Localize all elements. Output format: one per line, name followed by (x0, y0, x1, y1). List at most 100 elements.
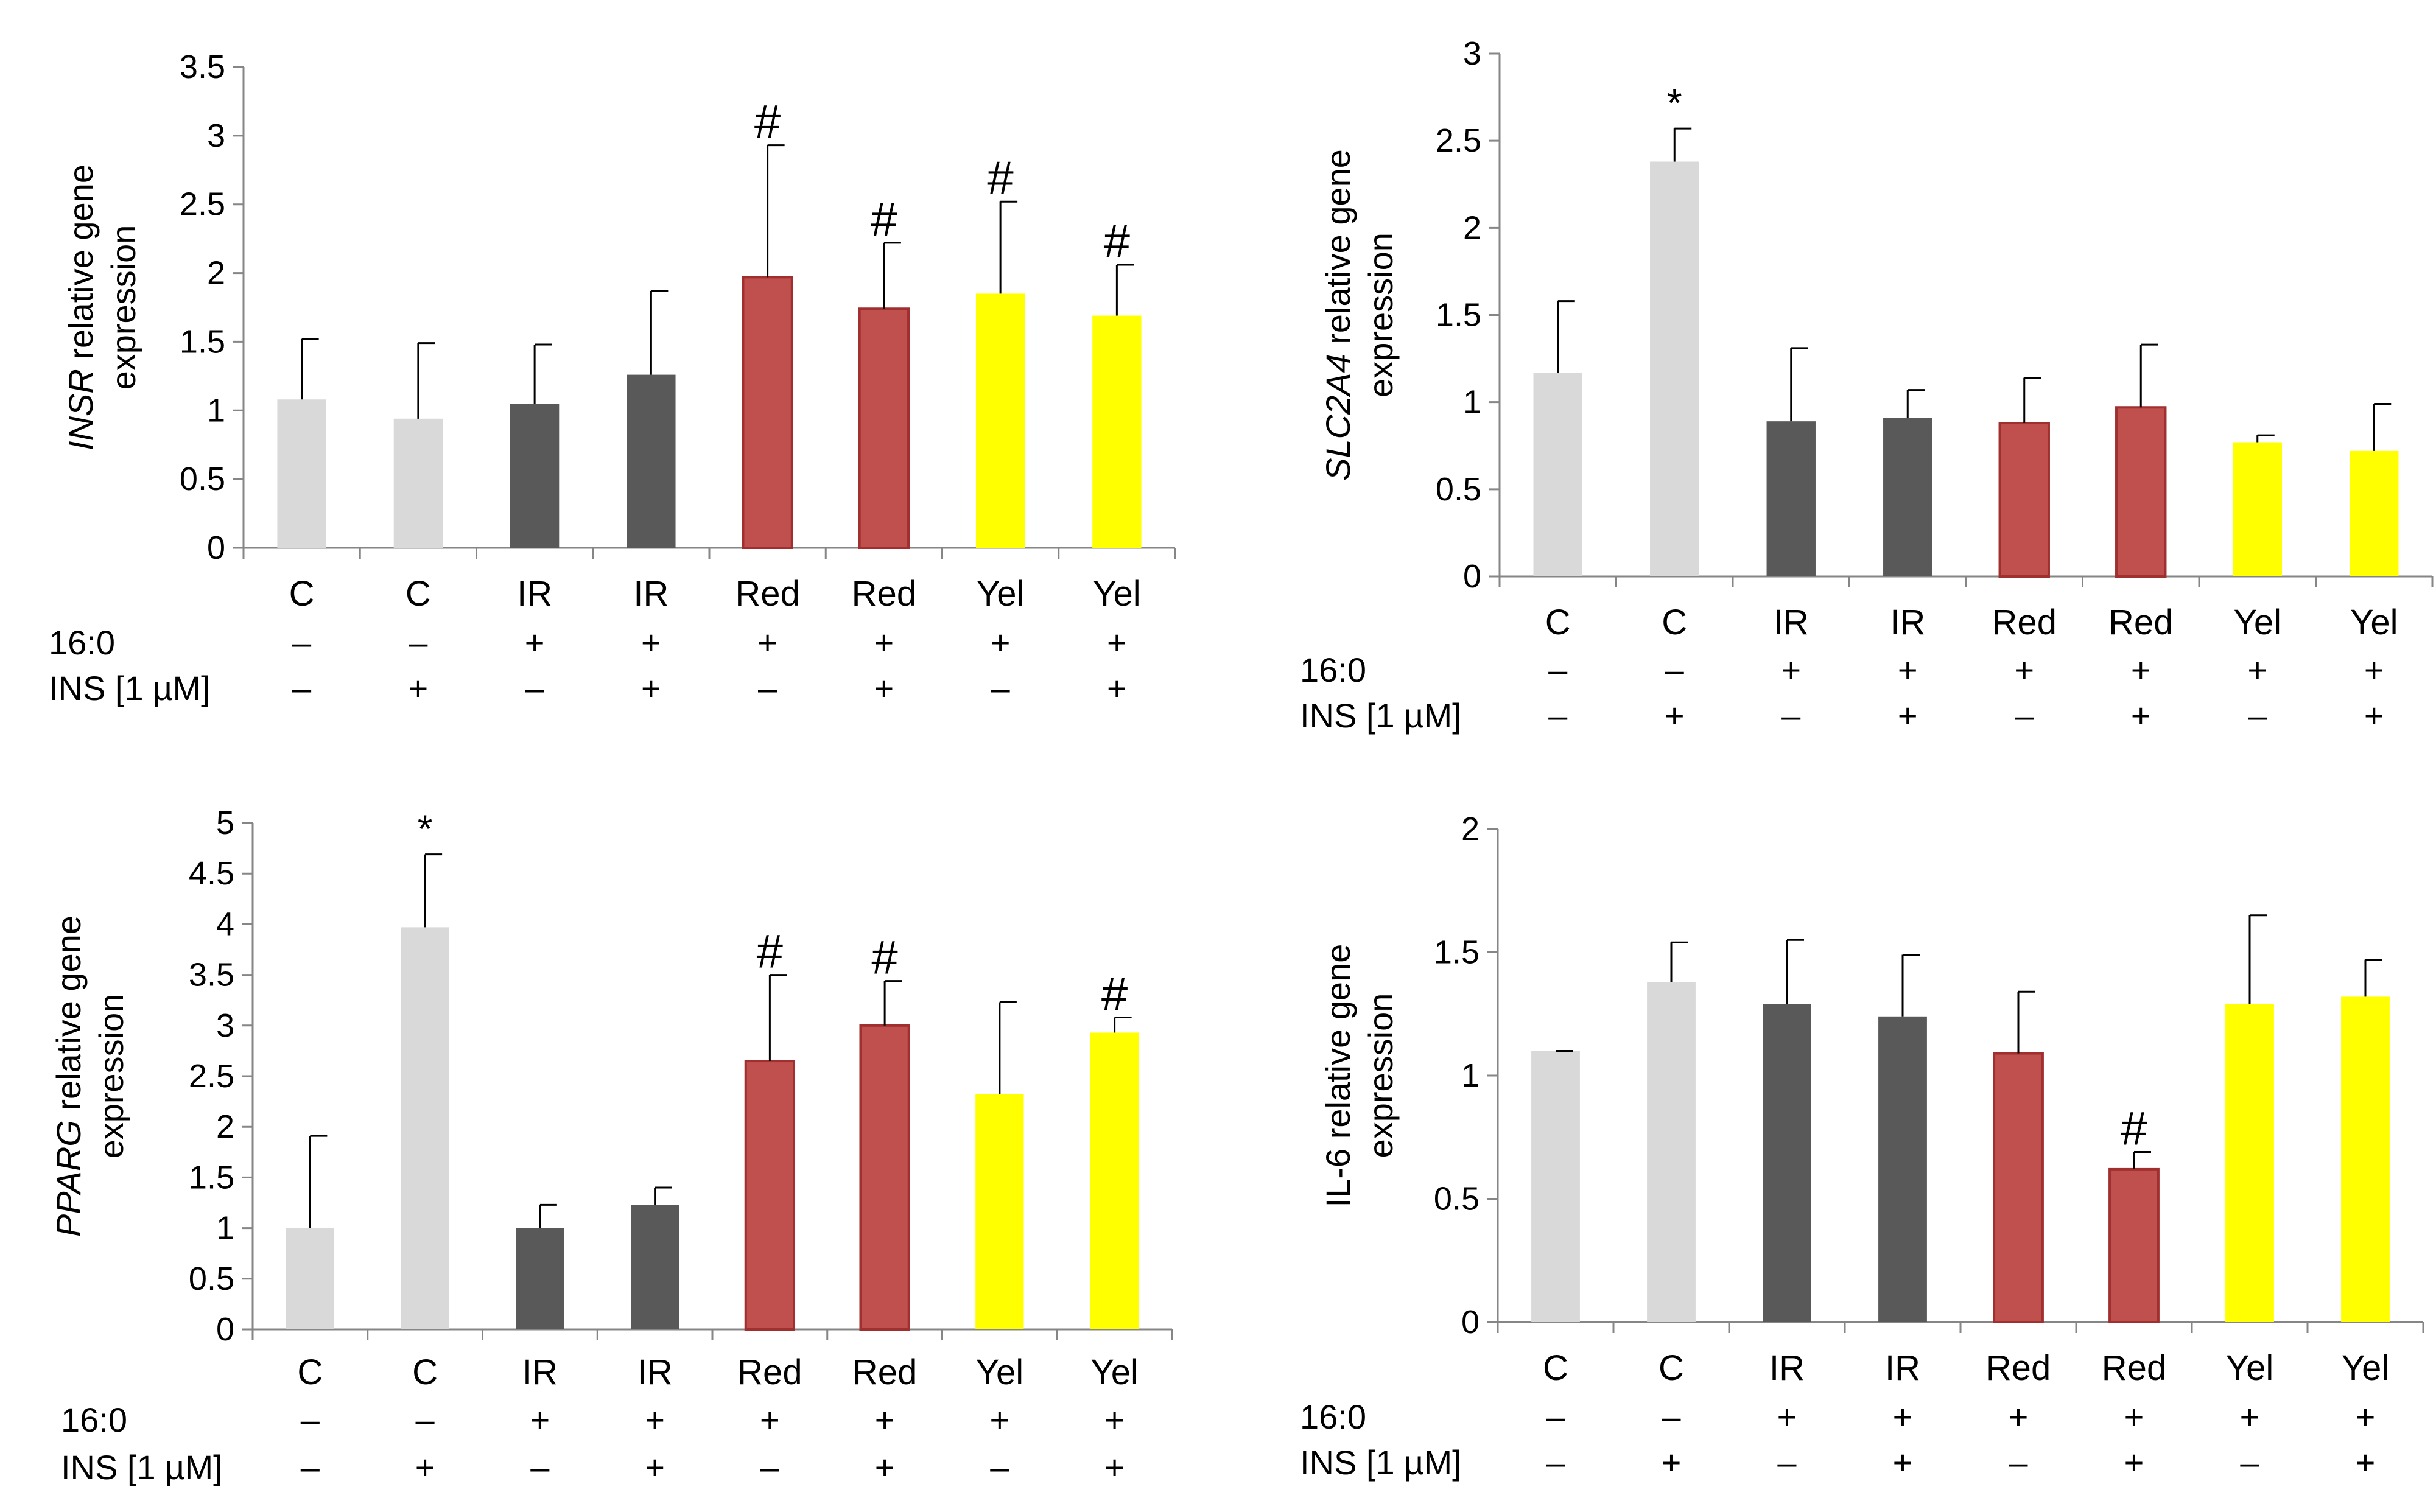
bar (858, 307, 910, 549)
x-category-label: IR (1774, 603, 1809, 642)
insulin-sign: + (645, 1448, 665, 1486)
bar (2233, 442, 2282, 576)
bar (286, 1228, 335, 1329)
palmitate-sign: + (645, 1401, 665, 1439)
y-axis-label: PPARG relative gene expression (49, 915, 130, 1237)
y-tick-label: 0 (216, 1311, 234, 1348)
x-category-label: IR (522, 1353, 558, 1392)
palmitate-sign: + (2009, 1398, 2029, 1436)
x-category-label: Yel (2226, 1348, 2274, 1388)
y-tick-label: 3 (216, 1007, 234, 1044)
y-tick-label: 0 (207, 530, 225, 566)
x-category-label: Yel (2342, 1348, 2390, 1388)
y-tick-label: 0.5 (180, 461, 225, 497)
palmitate-sign: + (525, 623, 545, 662)
x-category-label: Red (1986, 1348, 2051, 1388)
bar (627, 374, 676, 548)
y-tick-label: 1 (216, 1210, 234, 1247)
palmitate-sign: + (2240, 1398, 2260, 1436)
y-tick-label: 3 (207, 117, 225, 154)
insulin-sign: + (1662, 1443, 1682, 1482)
palmitate-sign: – (1548, 651, 1568, 689)
x-category-label: Red (1992, 603, 2057, 642)
y-tick-label: 0.5 (189, 1261, 234, 1297)
insulin-sign: – (990, 1448, 1009, 1486)
y-tick-label: 4.5 (189, 855, 234, 892)
row-label-insulin: INS [1 µM] (61, 1448, 223, 1486)
palmitate-sign: + (874, 623, 894, 662)
bar (1090, 1032, 1139, 1329)
x-category-label: C (412, 1353, 438, 1392)
y-axis-label: INSR relative gene expression (61, 164, 142, 450)
x-category-label: C (1659, 1348, 1684, 1388)
significance-marker: # (2121, 1102, 2147, 1155)
insulin-sign: – (991, 669, 1011, 707)
x-category-label: Red (737, 1353, 802, 1392)
insulin-sign: – (2248, 696, 2267, 735)
significance-marker: # (987, 151, 1013, 205)
y-axis-label-line1: PPARG relative gene (49, 915, 88, 1237)
x-category-label: C (297, 1353, 323, 1392)
palmitate-sign: + (760, 1401, 780, 1439)
bar (630, 1205, 679, 1329)
palmitate-sign: + (1781, 651, 1801, 689)
y-tick-label: 1 (1461, 1057, 1480, 1094)
y-axis-label-line2: expression (1361, 993, 1400, 1158)
y-tick-label: 3.5 (189, 957, 234, 993)
insulin-sign: + (875, 1448, 895, 1486)
x-category-label: Yel (976, 1353, 1024, 1392)
significance-marker: # (754, 95, 781, 149)
y-axis-label-line2: expression (92, 994, 130, 1159)
bar (1533, 372, 1582, 576)
significance-marker: # (1104, 214, 1130, 268)
insulin-sign: + (1893, 1443, 1913, 1482)
significance-marker: # (871, 192, 897, 246)
bar (744, 1060, 796, 1331)
insulin-sign: + (874, 669, 894, 707)
insulin-sign: – (292, 669, 312, 707)
bar (2225, 1004, 2274, 1322)
y-tick-label: 1.5 (1436, 297, 1481, 334)
palmitate-sign: + (1107, 623, 1127, 662)
x-category-label: Yel (977, 574, 1025, 614)
insulin-sign: + (1107, 669, 1127, 707)
bar (401, 927, 449, 1329)
significance-marker: * (1667, 81, 1682, 125)
y-axis-label-gene: PPARG (49, 1120, 88, 1237)
slc2a4-chart: 0 0.5 1 1.5 2 2.5 3 C – – * C – + IR + – IR + + Red + – Red + + Ye… (1300, 35, 2434, 735)
y-axis-label-line1: SLC2A4 relative gene (1319, 149, 1357, 481)
row-label-insulin: INS [1 µM] (1300, 1443, 1462, 1482)
y-axis-label-text: relative gene (49, 915, 88, 1120)
significance-marker: # (1101, 967, 1128, 1020)
bar (1092, 315, 1142, 548)
bar (510, 404, 560, 548)
palmitate-sign: + (2356, 1398, 2376, 1436)
palmitate-sign: – (409, 623, 428, 662)
palmitate-sign: + (2131, 651, 2151, 689)
x-category-label: Red (852, 574, 916, 614)
bar (975, 293, 1025, 548)
insulin-sign: – (2240, 1443, 2259, 1482)
insulin-sign: + (415, 1448, 435, 1486)
insulin-sign: + (2364, 696, 2384, 735)
row-label-insulin: INS [1 µM] (1300, 696, 1462, 735)
bar (1878, 1016, 1927, 1322)
bar (516, 1228, 564, 1329)
palmitate-sign: + (2014, 651, 2034, 689)
palmitate-sign: – (301, 1401, 320, 1439)
y-tick-label: 2 (216, 1108, 234, 1145)
y-axis-label-text: IL-6 relative gene (1319, 944, 1357, 1208)
x-category-label: Yel (1090, 1353, 1139, 1392)
y-axis-label-text: relative gene (1319, 149, 1357, 354)
insulin-sign: + (2356, 1443, 2376, 1482)
x-category-label: IR (1885, 1348, 1920, 1388)
bar (1998, 422, 2050, 578)
insulin-sign: – (1777, 1443, 1797, 1482)
bar (2341, 996, 2390, 1322)
y-axis-label-text: relative gene (61, 164, 100, 369)
pparg-chart: 0 0.5 1 1.5 2 2.5 3 3.5 4 4.5 5 C – – * C – + IR + – IR + + # Red… (49, 805, 1173, 1486)
y-axis-label-gene: INSR (61, 369, 100, 450)
bar (1647, 982, 1696, 1322)
y-axis-label-line2: expression (1361, 233, 1400, 397)
bar (1883, 418, 1932, 576)
